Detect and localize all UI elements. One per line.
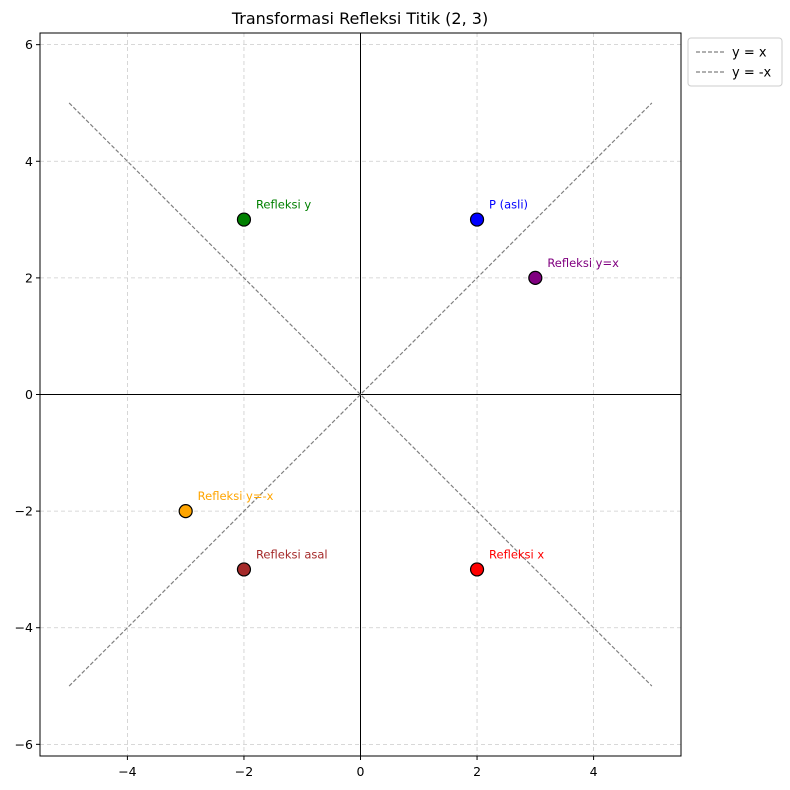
y-tick-label: −4 — [15, 620, 33, 635]
point-marker — [236, 562, 252, 577]
axes — [40, 33, 681, 756]
legend-entry-label: y = x — [732, 46, 767, 61]
point-label: P (asli) — [489, 198, 528, 212]
x-tick-label: −2 — [235, 764, 253, 779]
point-marker — [178, 504, 193, 519]
x-tick-label: 0 — [357, 764, 365, 779]
reference-lines — [68, 102, 653, 687]
reference-line-1 — [68, 102, 653, 687]
legend-box — [687, 37, 783, 87]
legend: y = x y = -x — [687, 37, 783, 87]
y-tick-label: 6 — [25, 37, 33, 52]
y-tick-label: −6 — [15, 737, 33, 752]
point-label: Refleksi y=-x — [198, 489, 274, 503]
y-tick-label: 0 — [25, 387, 33, 402]
point-label: Refleksi asal — [256, 547, 328, 561]
y-tick-label: 2 — [25, 270, 33, 285]
points: P (asli) Refleksi x Refleksi y Refleksi asa… — [178, 198, 619, 577]
legend-entry-label: y = -x — [732, 66, 772, 81]
point-marker — [469, 212, 485, 227]
point-label: Refleksi x — [489, 547, 544, 561]
point-marker — [236, 212, 252, 227]
point-marker — [469, 562, 485, 577]
y-tick-label: 4 — [25, 154, 33, 169]
x-tick-label: −4 — [118, 764, 136, 779]
y-tick-label: −2 — [15, 504, 33, 519]
ticks: −4 −2 0 2 4 −6 −4 −2 0 2 4 6 — [15, 37, 598, 779]
chart-title: Transformasi Refleksi Titik (2, 3) — [231, 9, 488, 28]
point-label: Refleksi y — [256, 198, 311, 212]
point-marker — [528, 270, 543, 285]
point-label: Refleksi y=x — [547, 256, 619, 270]
x-tick-label: 2 — [473, 764, 481, 779]
x-tick-label: 4 — [590, 764, 598, 779]
reference-line-0 — [68, 102, 653, 687]
